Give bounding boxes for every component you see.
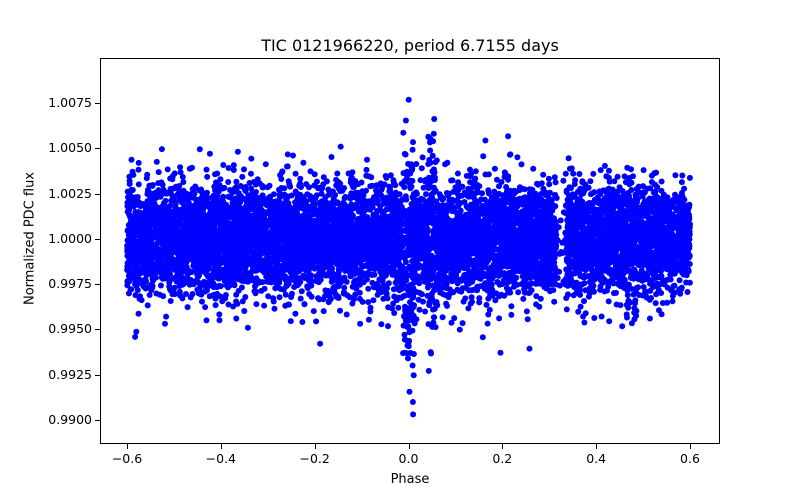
y-tick — [95, 420, 100, 421]
x-tick — [408, 444, 410, 449]
y-tick-label: 0.9925 — [48, 366, 92, 382]
x-tick — [690, 444, 691, 449]
y-tick-label: 1.0025 — [48, 185, 92, 201]
y-tick-label: 1.0050 — [48, 140, 92, 156]
y-tick — [95, 193, 100, 195]
x-tick — [314, 444, 316, 449]
plot-area — [100, 58, 720, 444]
y-tick — [95, 284, 100, 286]
y-tick — [95, 238, 100, 240]
y-tick — [95, 374, 100, 376]
x-tick-label: 0.2 — [492, 451, 513, 466]
y-tick-label: 1.0000 — [48, 230, 92, 246]
x-tick — [596, 444, 598, 449]
y-tick-label: 0.9900 — [48, 412, 92, 427]
y-tick-label: 1.0075 — [48, 95, 92, 110]
x-tick-label: −0.6 — [111, 451, 143, 466]
x-axis-label: Phase — [390, 472, 430, 487]
y-tick — [95, 148, 100, 150]
x-tick-label: 0.6 — [680, 451, 700, 466]
y-tick-label: 0.9950 — [48, 321, 92, 337]
x-tick-label: −0.2 — [299, 451, 330, 466]
y-tick-label: 0.9975 — [48, 276, 92, 292]
y-tick — [95, 103, 100, 104]
x-tick — [502, 444, 504, 449]
x-tick-label: 0.4 — [586, 451, 607, 466]
y-tick — [95, 329, 100, 331]
x-tick — [220, 444, 222, 449]
y-axis-label: Normalized PDC flux — [22, 171, 38, 306]
scatter-points — [124, 96, 693, 418]
x-tick — [127, 444, 128, 449]
x-tick-label: −0.4 — [205, 451, 236, 466]
x-tick-label: 0.0 — [398, 451, 419, 466]
chart-title: TIC 0121966220, period 6.7155 days — [261, 36, 559, 55]
